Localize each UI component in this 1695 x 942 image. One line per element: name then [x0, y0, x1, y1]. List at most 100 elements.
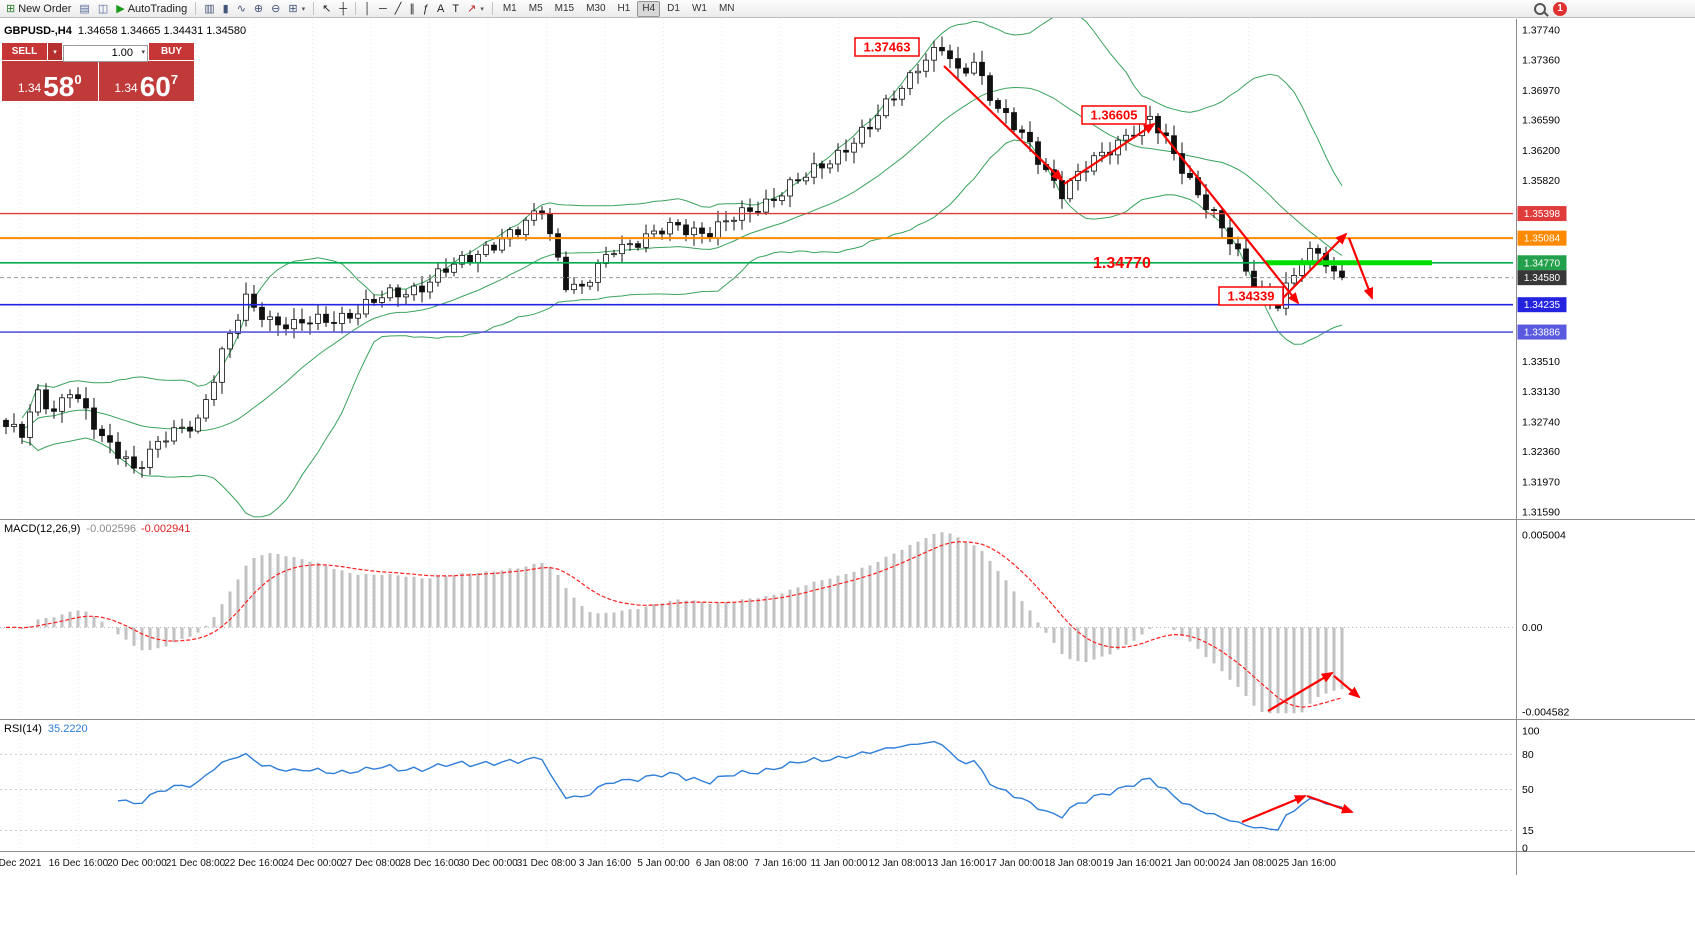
- sell-price-prefix: 1.34: [17, 81, 42, 95]
- support-price-annotation[interactable]: 1.34770: [1093, 255, 1151, 272]
- horizontal-line-button[interactable]: ─: [376, 1, 390, 17]
- timeframe-button-d1[interactable]: D1: [667, 2, 680, 14]
- time-axis-label: 6 Jan 08:00: [696, 858, 749, 869]
- volume-caret-icon[interactable]: ▾: [141, 49, 145, 56]
- volume-input[interactable]: [63, 44, 148, 62]
- sell-options-caret-icon[interactable]: ▾: [48, 43, 62, 60]
- timeframe-button-m5[interactable]: M5: [528, 2, 543, 14]
- toolbar-separator: [195, 2, 197, 15]
- trade-widget-controls: SELL ▾ ▾ BUY: [2, 43, 194, 62]
- price-scale-label: 1.34235: [1524, 300, 1561, 311]
- trend-arrow[interactable]: [1157, 127, 1300, 305]
- price-scale-label: 1.34770: [1524, 258, 1561, 269]
- fibonacci-button[interactable]: ƒ: [420, 1, 432, 17]
- timeframe-button-m1[interactable]: M1: [502, 2, 517, 14]
- rsi-scale-label: 50: [1522, 784, 1534, 796]
- charts-profile-button[interactable]: ▤: [76, 1, 92, 17]
- timeframe-button-h1[interactable]: H1: [617, 2, 631, 14]
- crosshair-button[interactable]: ┼: [336, 1, 350, 17]
- cursor-icon: ↖: [322, 2, 332, 15]
- price-callout-box[interactable]: [1081, 105, 1147, 125]
- trend-arrow[interactable]: [943, 65, 1064, 182]
- price-scale-label-box: [1517, 230, 1567, 246]
- time-axis-label: 12 Jan 08:00: [869, 858, 927, 869]
- windows-icon: ▤: [79, 2, 90, 15]
- one-click-trading-widget: SELL ▾ ▾ BUY 1.34 58 0 1.34 60 7: [2, 43, 194, 101]
- trend-arrow[interactable]: [1281, 232, 1348, 300]
- cursor-button[interactable]: ↖: [319, 1, 334, 17]
- grid-lines: [19, 19, 1308, 851]
- price-callout-box[interactable]: [854, 37, 920, 57]
- sell-price-display[interactable]: 1.34 58 0: [2, 61, 98, 101]
- tile-windows-button[interactable]: ⊞ ▾: [285, 1, 308, 17]
- price-tick-label: 1.31590: [1522, 507, 1560, 519]
- line-chart-icon: ∿: [236, 2, 246, 15]
- time-axis-label: 25 Jan 16:00: [1278, 858, 1336, 869]
- buy-button[interactable]: BUY: [149, 43, 194, 60]
- price-scale-label-box: [1517, 270, 1567, 286]
- toolbar-separator: [355, 2, 357, 15]
- trend-arrow[interactable]: [1347, 237, 1374, 300]
- text-label-icon: T: [452, 2, 460, 15]
- text-label-button[interactable]: T: [449, 1, 462, 17]
- time-axis-label: 31 Dec 08:00: [517, 858, 577, 869]
- time-axis-label: 21 Dec 08:00: [166, 858, 226, 869]
- arrows-button[interactable]: ↗ ▾: [464, 1, 487, 17]
- zoom-in-icon: ⊕: [253, 2, 264, 15]
- trend-arrow[interactable]: [1063, 122, 1156, 185]
- timeframe-button-m30[interactable]: M30: [586, 2, 606, 14]
- time-axis-label: 18 Jan 08:00: [1044, 858, 1102, 869]
- bar-chart-type-button[interactable]: ▥: [201, 1, 217, 17]
- macd-value-signal: -0.002941: [140, 523, 191, 535]
- price-callout-text: 1.37463: [864, 40, 911, 55]
- channel-button[interactable]: ∥: [406, 1, 418, 17]
- new-order-button[interactable]: ⊞ New Order: [3, 1, 74, 17]
- vertical-line-button[interactable]: │: [361, 1, 374, 17]
- line-chart-type-button[interactable]: ∿: [234, 1, 249, 17]
- caret-down-icon[interactable]: ▾: [301, 5, 306, 13]
- time-axis-label: 28 Dec 16:00: [400, 858, 460, 869]
- time-axis-label: 16 Dec 16:00: [49, 858, 109, 869]
- macd-scale-label: 0.00: [1522, 622, 1543, 634]
- price-callout-box[interactable]: [1218, 286, 1284, 306]
- rsi-scale-label: 80: [1522, 749, 1534, 761]
- trend-arrow[interactable]: [1333, 675, 1361, 699]
- timeframe-button-h4[interactable]: H4: [637, 0, 661, 17]
- price-tick-label: 1.36200: [1522, 145, 1560, 157]
- buy-price-display[interactable]: 1.34 60 7: [98, 61, 194, 101]
- candlestick-type-button[interactable]: ▮: [220, 1, 232, 17]
- toolbar-separator: [313, 2, 315, 15]
- rsi-scale-label: 100: [1522, 726, 1540, 738]
- channel-icon: ∥: [409, 2, 415, 15]
- buy-price-pipette: 7: [170, 72, 179, 87]
- data-window-icon: ◫: [97, 2, 109, 15]
- time-axis-label: 7 Jan 16:00: [754, 858, 807, 869]
- zoom-out-button[interactable]: ⊖: [268, 1, 283, 17]
- notification-badge[interactable]: 1: [1553, 1, 1567, 16]
- zoom-in-button[interactable]: ⊕: [251, 1, 266, 17]
- caret-down-icon[interactable]: ▾: [480, 5, 484, 13]
- search-icon[interactable]: [1534, 2, 1546, 15]
- analyst-annotations[interactable]: 1.34770 1.37463 1.36605 1.34339: [854, 37, 1432, 824]
- timeframe-button-m15[interactable]: M15: [554, 2, 575, 14]
- trend-arrow[interactable]: [1241, 794, 1307, 824]
- timeframe-button-mn[interactable]: MN: [718, 2, 735, 14]
- trend-arrow[interactable]: [1306, 794, 1354, 814]
- price-scale-label: 1.35084: [1524, 234, 1561, 245]
- data-window-button[interactable]: ◫: [95, 1, 111, 17]
- text-button[interactable]: A: [434, 1, 447, 17]
- horizontal-line-icon: ─: [378, 2, 387, 15]
- macd-scale-label: 0.005004: [1522, 530, 1566, 542]
- sell-button[interactable]: SELL: [2, 43, 47, 60]
- tile-windows-icon: ⊞: [288, 2, 298, 15]
- timeframe-button-w1[interactable]: W1: [691, 2, 707, 14]
- ohlc-values: 1.34658 1.34665 1.34431 1.34580: [77, 25, 247, 37]
- trendline-button[interactable]: ╱: [392, 1, 405, 17]
- trendline-icon: ╱: [394, 2, 402, 15]
- autotrading-button[interactable]: ▶ AutoTrading: [113, 1, 190, 17]
- trend-arrow[interactable]: [1267, 671, 1334, 712]
- bar-chart-icon: ▥: [204, 2, 215, 15]
- price-tick-label: 1.37740: [1522, 25, 1560, 37]
- price-scale-label-box: [1517, 206, 1567, 222]
